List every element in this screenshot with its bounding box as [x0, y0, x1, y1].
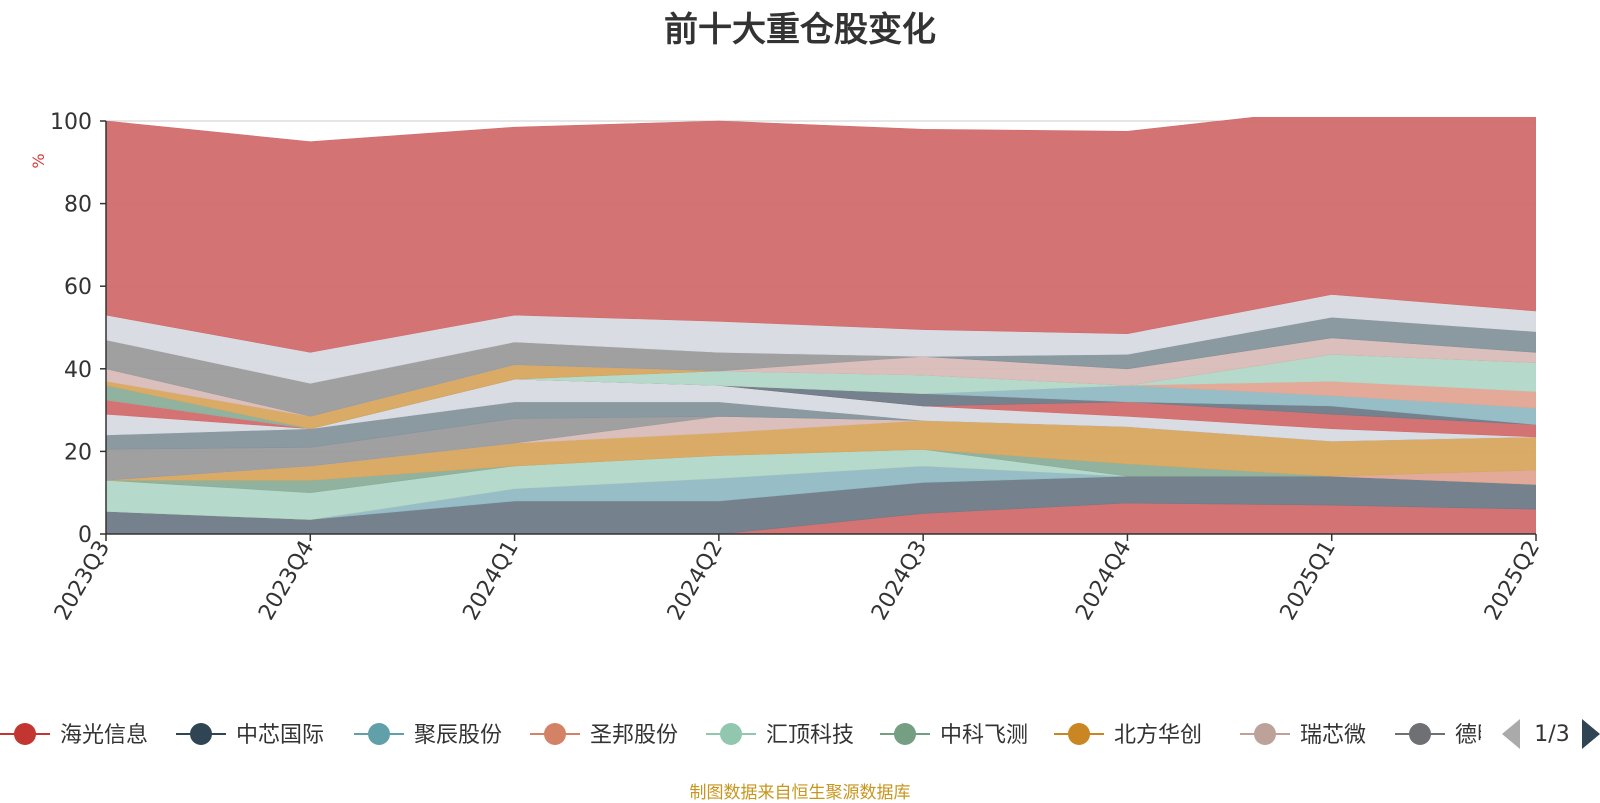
legend-item[interactable]: 北方华创 — [1054, 723, 1202, 748]
legend-item[interactable]: 聚辰股份 — [354, 723, 502, 748]
legend-label: 圣邦股份 — [590, 723, 678, 748]
legend-marker — [720, 723, 742, 745]
legend-marker — [1254, 723, 1276, 745]
x-tick-label: 2025Q2 — [1480, 537, 1545, 625]
legend-label: 中科飞测 — [940, 723, 1028, 748]
legend-marker — [1409, 723, 1431, 745]
y-tick-label: 0 — [78, 523, 92, 548]
x-tick-label: 2024Q3 — [867, 537, 932, 625]
legend-marker — [190, 723, 212, 745]
legend-marker — [544, 723, 566, 745]
legend-marker — [14, 723, 36, 745]
x-tick-label: 2024Q1 — [458, 537, 523, 625]
y-tick-label: 60 — [64, 275, 92, 300]
legend-label: 中芯国际 — [236, 723, 324, 748]
legend-item[interactable]: 中芯国际 — [176, 723, 324, 748]
legend-next-page-icon[interactable] — [1582, 719, 1600, 749]
source-note: 制图数据来自恒生聚源数据库 — [689, 783, 911, 803]
x-tick-label: 2024Q2 — [663, 537, 728, 625]
y-tick-label: 100 — [50, 110, 92, 135]
legend-label: 瑞芯微 — [1300, 723, 1366, 748]
legend-item[interactable]: 德明利 — [1395, 723, 1521, 748]
legend-marker — [368, 723, 390, 745]
x-tick-label: 2025Q1 — [1276, 537, 1341, 625]
legend-item[interactable]: 中科飞测 — [880, 723, 1028, 748]
y-axis-label: % — [29, 153, 48, 168]
x-tick-label: 2023Q3 — [50, 537, 115, 625]
legend-label: 汇顶科技 — [766, 723, 854, 748]
legend-page-indicator: 1/3 — [1534, 722, 1569, 747]
x-ticks: 2023Q3 2023Q4 2024Q1 2024Q2 2024Q3 2024Q4 2025… — [50, 534, 1545, 625]
legend: 海光信息 中芯国际 聚辰股份 圣邦股份 汇顶科技 中科飞测 北方华创 瑞芯微 德明利 — [0, 723, 1521, 748]
legend-item[interactable]: 海光信息 — [0, 723, 148, 748]
y-ticks: 0 20 40 60 80 100 — [50, 110, 106, 548]
chart-title: 前十大重仓股变化 — [664, 10, 936, 50]
legend-item[interactable]: 瑞芯微 — [1240, 723, 1366, 748]
axes: % — [29, 121, 1536, 535]
legend-label: 北方华创 — [1114, 723, 1202, 748]
legend-pager: 1/3 — [1502, 719, 1600, 749]
legend-marker — [1068, 723, 1090, 745]
x-tick-label: 2023Q4 — [254, 537, 319, 625]
legend-label: 海光信息 — [60, 723, 148, 748]
legend-prev-page-icon[interactable] — [1502, 719, 1520, 749]
legend-item[interactable]: 圣邦股份 — [530, 723, 678, 748]
y-tick-label: 80 — [64, 193, 92, 218]
y-tick-label: 40 — [64, 358, 92, 383]
legend-marker — [894, 723, 916, 745]
legend-label: 聚辰股份 — [414, 723, 502, 748]
area-series-22[interactable] — [106, 109, 1536, 353]
legend-label: 德明利 — [1455, 723, 1521, 748]
x-tick-label: 2024Q4 — [1071, 537, 1136, 625]
legend-item[interactable]: 汇顶科技 — [706, 723, 854, 748]
y-tick-label: 20 — [64, 440, 92, 465]
area-series-group — [106, 109, 1536, 535]
